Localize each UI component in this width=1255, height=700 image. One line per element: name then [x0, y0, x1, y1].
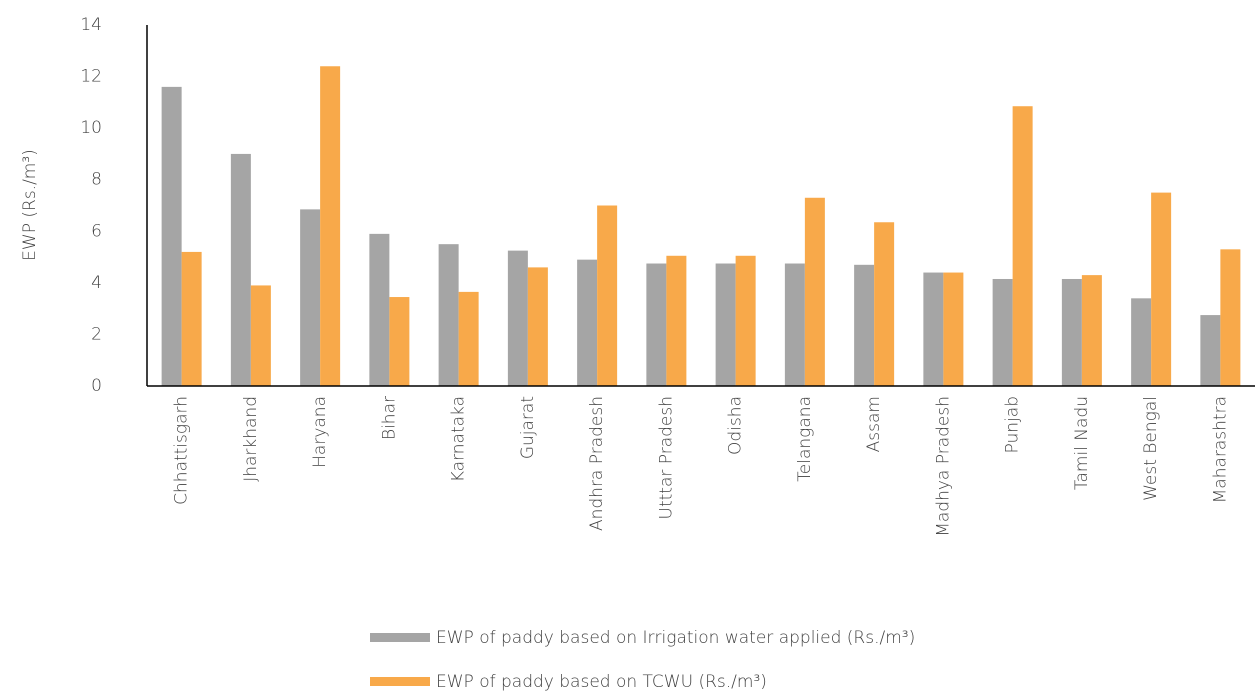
bar [992, 278, 1013, 386]
x-tick-label: Telangana [795, 396, 815, 482]
x-tick-label: Haryana [310, 396, 330, 468]
y-tick-label: 12 [80, 67, 102, 87]
bar [715, 263, 736, 386]
bar [597, 205, 618, 386]
bar [250, 285, 271, 386]
x-tick-label: Gujarat [518, 396, 538, 459]
y-tick-label: 4 [91, 273, 102, 293]
y-tick-label: 0 [91, 376, 102, 396]
x-tick-label: Karnataka [449, 396, 469, 482]
bar [1131, 298, 1152, 386]
bar [389, 297, 410, 386]
x-tick-label: Madhya Pradesh [933, 396, 953, 537]
bar [1151, 192, 1172, 386]
bar [527, 267, 548, 386]
x-tick-label: West Bengal [1141, 396, 1161, 501]
legend-label: EWP of paddy based on Irrigation water a… [436, 628, 915, 648]
bar [784, 263, 805, 386]
bar [874, 222, 895, 386]
y-tick-label: 14 [80, 15, 102, 35]
bar [1200, 315, 1221, 386]
bar [923, 272, 944, 386]
y-tick-label: 6 [91, 221, 102, 241]
bar [320, 66, 341, 386]
x-tick-label: Tamil Nadu [1072, 396, 1092, 490]
bar [161, 86, 182, 386]
y-tick-label: 8 [91, 170, 102, 190]
bar [943, 272, 964, 386]
legend-swatch [370, 633, 430, 642]
bar [300, 209, 321, 386]
x-tick-label: Assam [864, 396, 884, 452]
bar [646, 263, 667, 386]
bar [577, 259, 598, 386]
x-tick-label: Chhattisgarh [172, 396, 192, 505]
y-tick-label: 10 [80, 118, 102, 138]
bar [369, 233, 390, 386]
x-tick-label: Bihar [379, 396, 399, 440]
bar [1061, 278, 1082, 386]
bar [1081, 275, 1102, 386]
x-tick-label: Utttar Pradesh [656, 396, 676, 520]
x-tick-label: Maharashtra [1210, 396, 1230, 503]
x-tick-label: Andhra Pradesh [587, 396, 607, 531]
bar [230, 153, 251, 386]
x-tick-label: Jharkhand [241, 396, 261, 482]
bar [1220, 249, 1241, 386]
y-tick-label: 2 [91, 324, 102, 344]
x-tick-label: Punjab [1003, 396, 1023, 453]
bar [666, 255, 687, 386]
legend-swatch [370, 677, 430, 686]
bar [458, 291, 479, 386]
bar [804, 197, 825, 386]
bar [735, 255, 756, 386]
bar [181, 251, 202, 386]
bar [854, 264, 875, 386]
bar [507, 250, 528, 386]
y-axis-label: EWP (Rs./m³) [20, 149, 40, 261]
legend-label: EWP of paddy based on TCWU (Rs./m³) [436, 672, 767, 692]
bar [1012, 106, 1033, 386]
bar [438, 244, 459, 386]
x-tick-label: Odisha [726, 396, 746, 455]
